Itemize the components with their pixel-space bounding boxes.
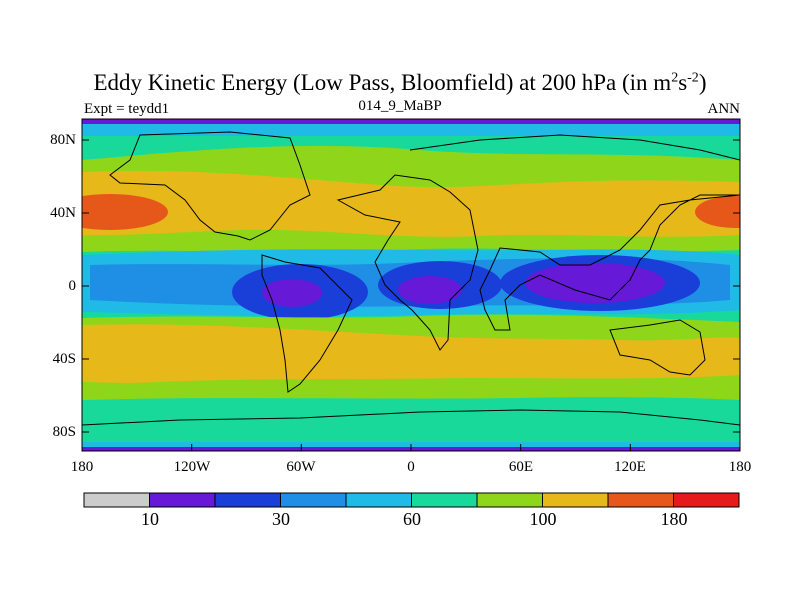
colorbar-label-30: 30 bbox=[272, 509, 290, 529]
east-jet-max bbox=[695, 196, 740, 228]
x-tick-60e: 60E bbox=[508, 459, 534, 475]
y-tick-40n: 40N bbox=[50, 205, 76, 221]
west-jet-max bbox=[82, 194, 168, 230]
colorbar-swatch-9 bbox=[673, 492, 740, 508]
colorbar-label-10: 10 bbox=[141, 509, 159, 529]
north-edge-band bbox=[82, 119, 740, 124]
antarctica-outline bbox=[82, 409, 740, 426]
run-label: 014_9_MaBP bbox=[358, 98, 442, 114]
colorbar-swatch-7 bbox=[542, 492, 609, 508]
south-america-outline bbox=[261, 254, 353, 393]
season-label: ANN bbox=[707, 101, 741, 117]
x-tick-0: 0 bbox=[407, 459, 415, 475]
colorbar-swatch-4 bbox=[345, 492, 412, 508]
africa-europe-outline bbox=[336, 174, 479, 351]
colorbar-swatch-0 bbox=[83, 492, 150, 508]
x-tick-120e: 120E bbox=[614, 459, 646, 475]
colorbar bbox=[83, 492, 740, 508]
x-tick-60w: 60W bbox=[286, 459, 316, 475]
colorbar-swatch-8 bbox=[607, 492, 674, 508]
experiment-label: Expt = teydd1 bbox=[84, 101, 170, 117]
purple-core-1 bbox=[262, 279, 322, 307]
colorbar-swatch-6 bbox=[476, 492, 543, 508]
colorbar-swatch-3 bbox=[280, 492, 347, 508]
north-gold-band bbox=[82, 170, 740, 237]
tick-marks bbox=[82, 139, 740, 451]
colorbar-swatch-2 bbox=[214, 492, 281, 508]
purple-core-2 bbox=[398, 276, 462, 304]
colorbar-label-100: 100 bbox=[529, 509, 557, 529]
north-cyan-band bbox=[82, 124, 740, 136]
x-tick-180w: 180 bbox=[70, 459, 94, 475]
contour-field bbox=[82, 119, 740, 451]
x-tick-120w: 120W bbox=[173, 459, 211, 475]
eurasia-outline bbox=[409, 134, 740, 331]
y-tick-80n: 80N bbox=[50, 132, 76, 148]
y-tick-0: 0 bbox=[68, 278, 77, 294]
x-tick-180e: 180 bbox=[728, 459, 752, 475]
colorbar-label-180: 180 bbox=[660, 509, 688, 529]
north-america-outline bbox=[109, 131, 311, 241]
y-tick-80s: 80S bbox=[52, 424, 76, 440]
colorbar-label-60: 60 bbox=[403, 509, 421, 529]
y-tick-40s: 40S bbox=[52, 351, 76, 367]
colorbar-swatch-1 bbox=[149, 492, 216, 508]
map-title: Eddy Kinetic Energy (Low Pass, Bloomfiel… bbox=[93, 70, 707, 95]
south-teal-band bbox=[82, 397, 740, 433]
colorbar-swatch-5 bbox=[411, 492, 478, 508]
purple-core-3 bbox=[525, 263, 665, 303]
coastlines bbox=[82, 131, 740, 426]
south-gold-band bbox=[82, 324, 740, 383]
australia-outline bbox=[609, 319, 706, 376]
